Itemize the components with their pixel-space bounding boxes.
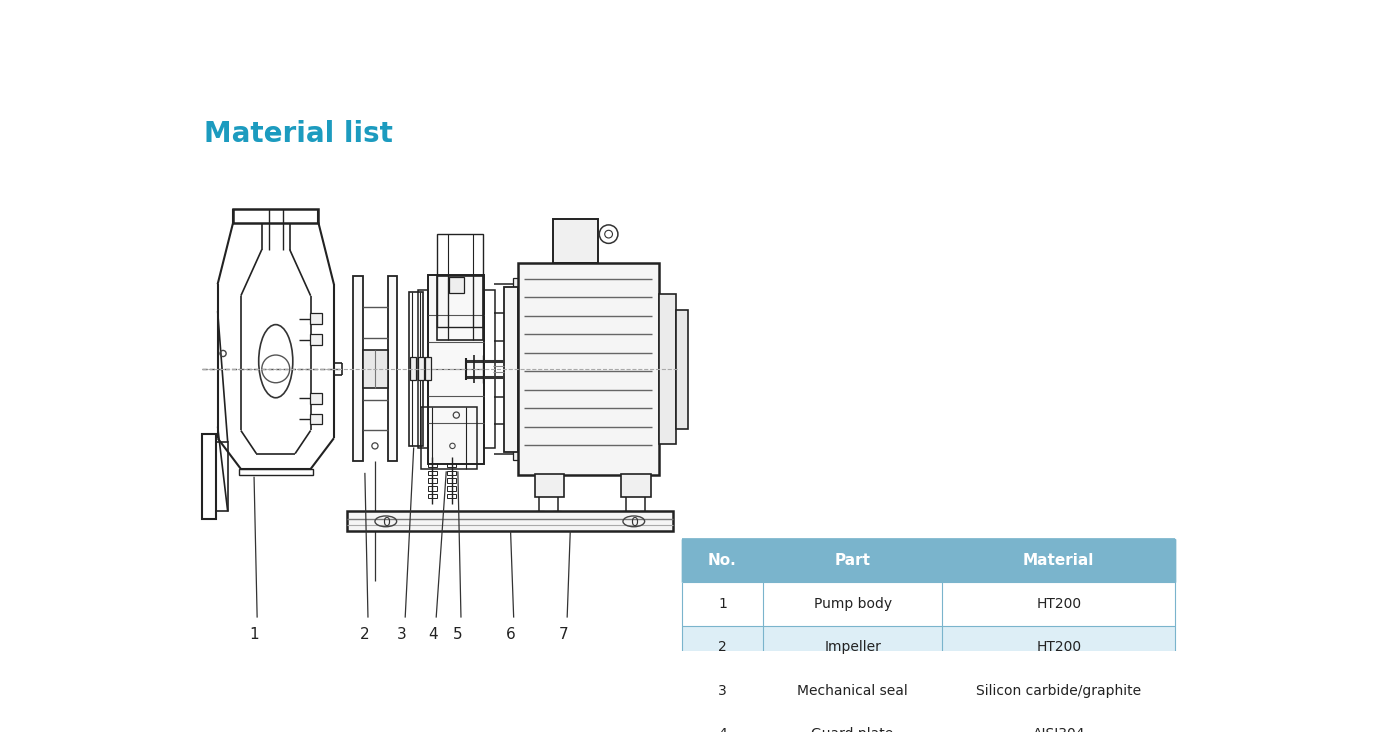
Text: 3: 3 <box>398 627 407 642</box>
Text: 0: 0 <box>382 516 389 529</box>
Bar <box>512 278 524 291</box>
Bar <box>388 277 398 461</box>
Text: Mechanical seal: Mechanical seal <box>797 684 909 698</box>
Bar <box>623 512 630 518</box>
Bar <box>518 264 658 475</box>
Text: 1: 1 <box>718 597 727 610</box>
Text: 6: 6 <box>505 627 515 642</box>
Bar <box>437 277 483 340</box>
Bar <box>484 291 496 448</box>
Text: 0: 0 <box>630 516 638 529</box>
Bar <box>447 471 456 475</box>
Bar <box>512 307 524 320</box>
Bar <box>553 219 598 264</box>
Text: 4: 4 <box>718 727 727 732</box>
Bar <box>682 539 1176 582</box>
Bar <box>640 512 648 518</box>
Bar <box>536 512 545 518</box>
Bar <box>682 669 1176 712</box>
Bar <box>238 469 314 475</box>
Bar <box>409 292 423 446</box>
Bar <box>353 277 363 461</box>
Bar <box>347 512 672 531</box>
Bar <box>658 294 676 444</box>
Text: 3: 3 <box>718 684 727 698</box>
Bar <box>202 434 216 519</box>
Bar <box>410 357 416 381</box>
Bar <box>309 335 322 345</box>
Bar <box>535 474 564 498</box>
Text: HT200: HT200 <box>1036 597 1081 610</box>
Bar <box>427 478 437 483</box>
Bar <box>234 209 318 223</box>
Bar <box>682 626 1176 669</box>
Text: HT200: HT200 <box>1036 640 1081 654</box>
Text: 4: 4 <box>428 627 438 642</box>
Bar <box>553 512 561 518</box>
Text: 2: 2 <box>360 627 370 642</box>
Bar <box>447 478 456 483</box>
Bar <box>417 357 424 381</box>
Bar <box>447 493 456 498</box>
Bar <box>512 335 524 347</box>
Bar <box>437 234 483 326</box>
Bar <box>512 447 524 460</box>
Text: Impeller: Impeller <box>825 640 881 654</box>
Bar <box>428 275 484 463</box>
Bar <box>424 357 431 381</box>
Bar <box>512 418 524 430</box>
Bar <box>309 313 322 324</box>
Text: No.: No. <box>708 553 736 568</box>
Bar <box>682 712 1176 732</box>
Bar <box>448 277 463 293</box>
Text: Silicon carbide/graphite: Silicon carbide/graphite <box>976 684 1141 698</box>
Text: 7: 7 <box>559 627 568 642</box>
Bar <box>622 474 651 498</box>
Text: Material: Material <box>1023 553 1095 568</box>
Bar <box>504 286 518 452</box>
Bar <box>216 442 228 512</box>
Bar <box>676 310 687 429</box>
Text: 1: 1 <box>249 627 259 642</box>
Bar <box>417 291 428 448</box>
Text: AISI304: AISI304 <box>1032 727 1085 732</box>
Text: Material list: Material list <box>204 120 393 148</box>
Bar <box>427 471 437 475</box>
Text: Guard plate: Guard plate <box>812 727 893 732</box>
Bar <box>309 393 322 403</box>
Text: 2: 2 <box>718 640 727 654</box>
Bar <box>447 486 456 490</box>
Bar <box>427 486 437 490</box>
Bar <box>421 408 477 469</box>
Text: Pump body: Pump body <box>813 597 892 610</box>
Text: 5: 5 <box>454 627 462 642</box>
Bar <box>427 463 437 468</box>
Bar <box>309 414 322 425</box>
Bar <box>447 463 456 468</box>
Bar <box>363 350 388 388</box>
Bar <box>682 582 1176 626</box>
Text: Part: Part <box>834 553 871 568</box>
Bar <box>427 493 437 498</box>
Bar <box>512 390 524 403</box>
